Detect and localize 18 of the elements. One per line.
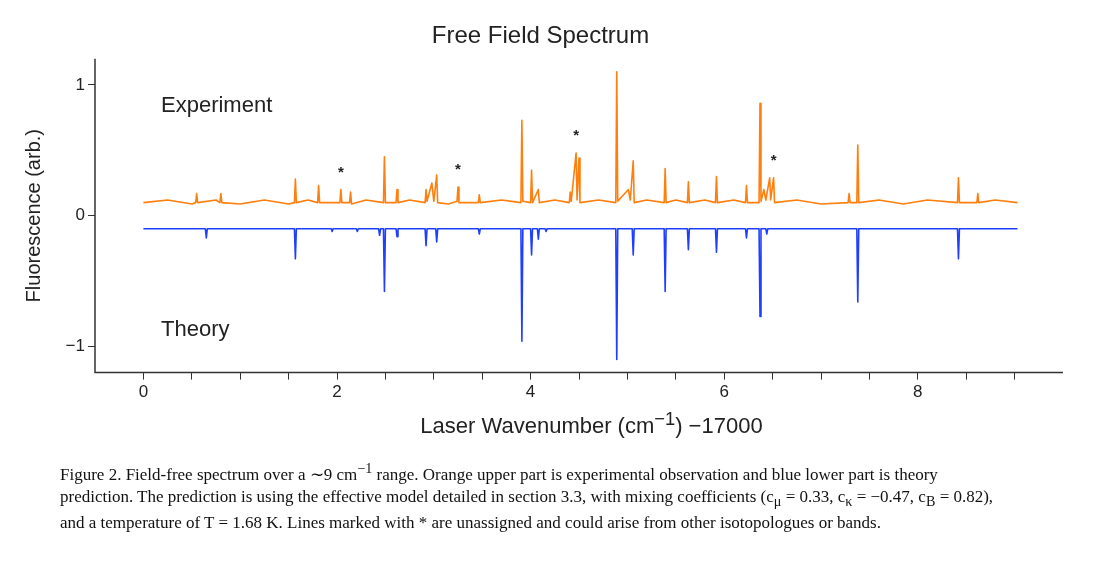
annotation: Theory	[161, 316, 230, 342]
annotation: *	[573, 126, 580, 144]
annotation: *	[455, 160, 462, 178]
annotation: *	[337, 162, 344, 180]
y-tick-label: 0	[75, 205, 85, 225]
x-tick-label: 6	[719, 382, 729, 402]
x-tick-label: 0	[138, 382, 149, 402]
x-axis-title: Laser Wavenumber (cm$^{−1}$) −17000	[419, 408, 764, 440]
annotation: *	[770, 150, 777, 168]
annotation: Experiment	[161, 91, 273, 117]
y-axis-title: Fluorescence (arb.)	[21, 129, 44, 303]
x-tick-label: 8	[913, 382, 923, 402]
x-tick-label: 2	[332, 382, 342, 402]
text: Figure 2. Field-free spectrum over a ∼9 cm$^{−1}$ range. Orange upper part is experimental observation and blue lower part is theory prediction. The prediction is using the effective model detailed in section 3.3, with mixing coefficients (c$_{μ}$ = 0.33, c$_{κ}$ = −0.47, c$_{B}$ = 0.82), and a temperature of T = 1.68 K. Lines marked with * are unassigned and could arise from other isotopologues or bands.	[60, 460, 994, 533]
chart-title: Free Field Spectrum	[431, 21, 650, 49]
y-tick-label: 1	[75, 74, 85, 94]
x-tick-label: 4	[525, 382, 536, 402]
y-tick-label: −1	[65, 336, 85, 356]
